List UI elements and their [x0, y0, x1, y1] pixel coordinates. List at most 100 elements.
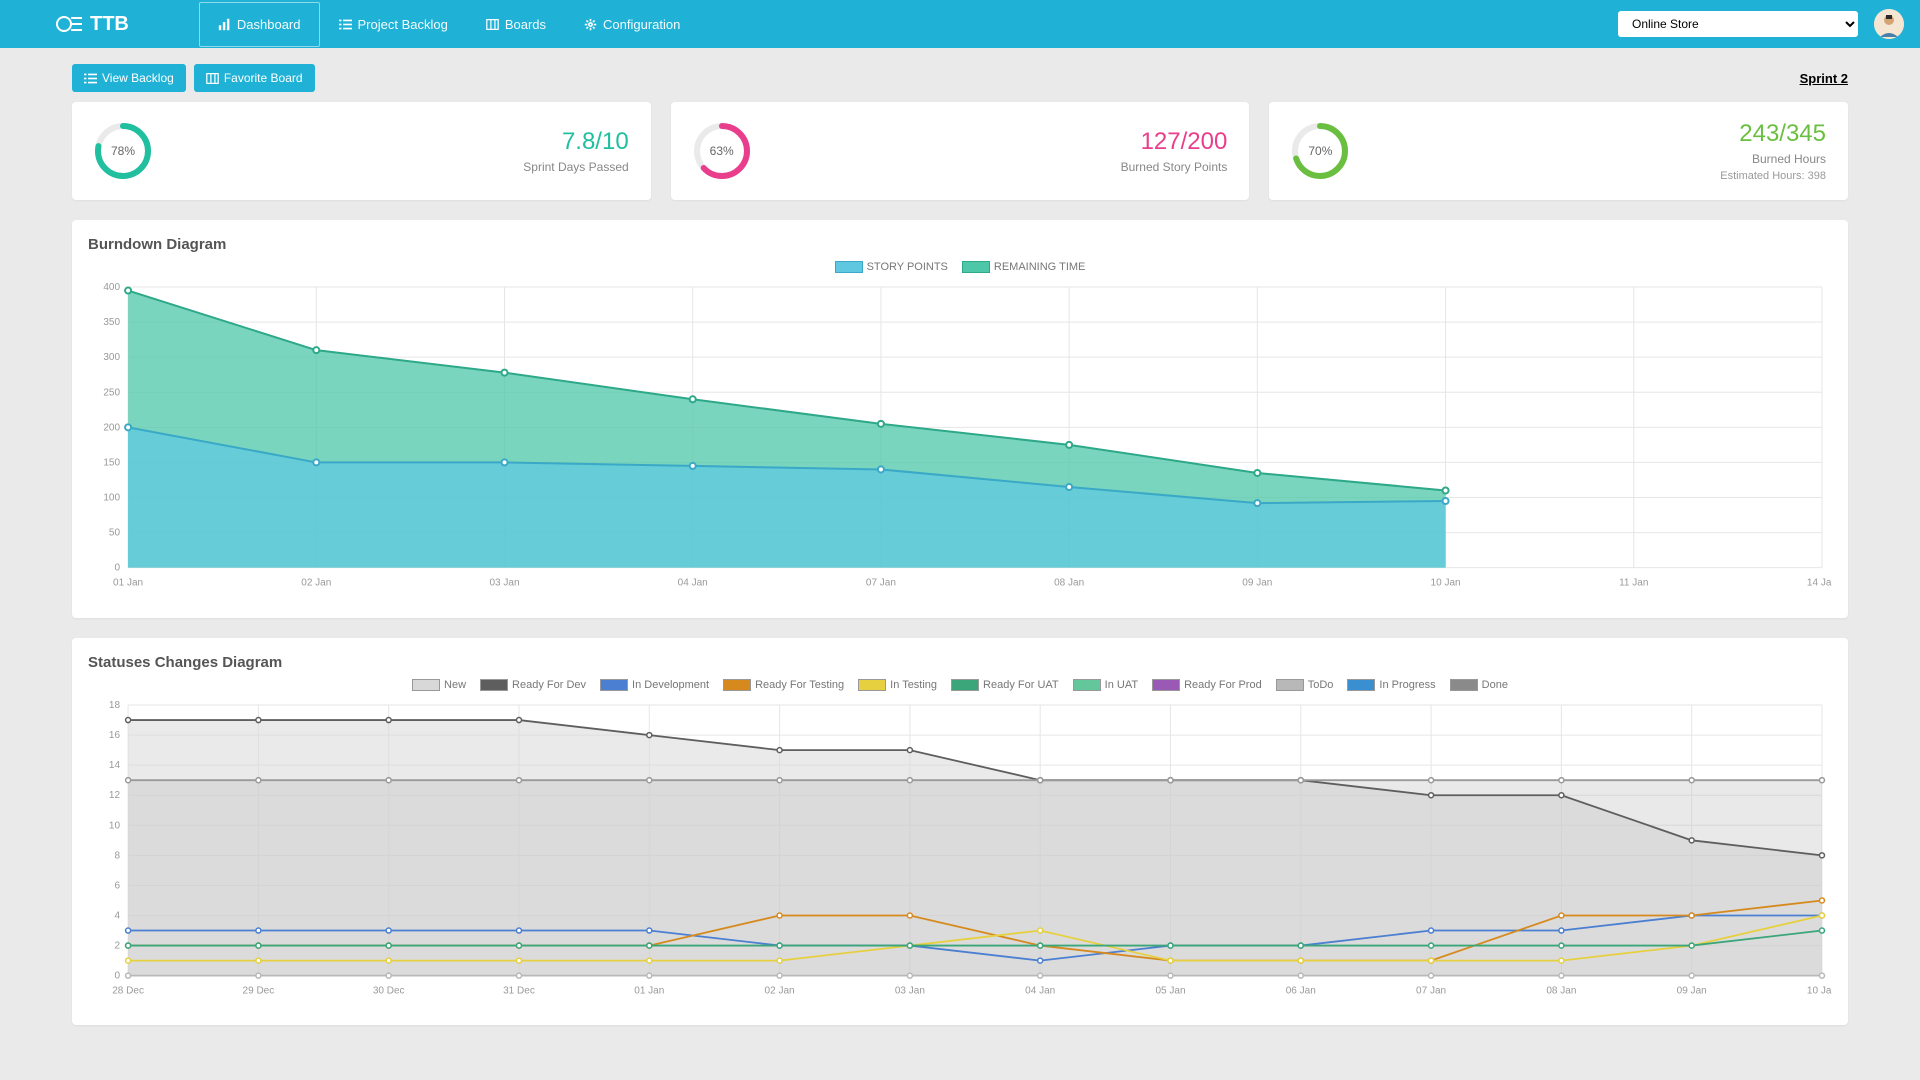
burndown-title: Burndown Diagram [88, 236, 1832, 253]
list-icon [84, 72, 97, 85]
view-backlog-label: View Backlog [102, 71, 174, 85]
stat-value-1: 7.8/10 [523, 128, 628, 156]
stat-card-hours: 70% 243/345 Burned Hours Estimated Hours… [1269, 102, 1848, 200]
donut-pct-3: 70% [1291, 122, 1349, 180]
boards-icon [206, 72, 219, 85]
nav-boards-label: Boards [505, 17, 546, 32]
stat-value-3: 243/345 [1720, 120, 1826, 148]
project-select[interactable]: Online Store [1618, 11, 1858, 37]
svg-text:02 Jan: 02 Jan [765, 985, 795, 996]
svg-text:28 Dec: 28 Dec [112, 985, 144, 996]
nav-boards[interactable]: Boards [467, 2, 565, 47]
svg-text:07 Jan: 07 Jan [1416, 985, 1446, 996]
legend-item[interactable]: In UAT [1073, 679, 1138, 691]
sprint-link[interactable]: Sprint 2 [1800, 71, 1848, 86]
svg-text:6: 6 [114, 880, 120, 891]
svg-text:01 Jan: 01 Jan [113, 578, 143, 589]
svg-text:350: 350 [103, 317, 120, 328]
donut-pct-2: 63% [693, 122, 751, 180]
stat-value-2: 127/200 [1121, 128, 1228, 156]
legend-item[interactable]: In Progress [1347, 679, 1435, 691]
donut-sprint-days: 78% [94, 122, 152, 180]
legend-item[interactable]: Ready For Testing [723, 679, 844, 691]
stats-row: 78% 7.8/10 Sprint Days Passed 63% 127/20… [0, 102, 1920, 220]
avatar-icon [1874, 9, 1904, 39]
svg-text:30 Dec: 30 Dec [373, 985, 405, 996]
svg-text:04 Jan: 04 Jan [678, 578, 708, 589]
svg-text:400: 400 [103, 282, 120, 293]
stat-label-2: Burned Story Points [1121, 160, 1228, 174]
favorite-board-button[interactable]: Favorite Board [194, 64, 315, 92]
svg-text:05 Jan: 05 Jan [1155, 985, 1185, 996]
view-backlog-button[interactable]: View Backlog [72, 64, 186, 92]
nav-config[interactable]: Configuration [565, 2, 699, 47]
donut-story-points: 63% [693, 122, 751, 180]
boards-icon [486, 18, 499, 31]
svg-text:31 Dec: 31 Dec [503, 985, 535, 996]
svg-text:4: 4 [114, 910, 120, 921]
topbar: TTB Dashboard Project Backlog Boards Con… [0, 0, 1920, 48]
legend-item[interactable]: In Development [600, 679, 709, 691]
legend-item[interactable]: New [412, 679, 466, 691]
svg-text:12: 12 [109, 790, 121, 801]
svg-text:300: 300 [103, 352, 120, 363]
nav-dashboard-label: Dashboard [237, 17, 301, 32]
user-avatar[interactable] [1874, 9, 1904, 39]
legend-item[interactable]: In Testing [858, 679, 937, 691]
favorite-board-label: Favorite Board [224, 71, 303, 85]
brand-icon [56, 13, 82, 35]
svg-text:10 Jan: 10 Jan [1431, 578, 1461, 589]
svg-text:10 Jan: 10 Jan [1807, 985, 1832, 996]
legend-item[interactable]: Ready For UAT [951, 679, 1059, 691]
burndown-panel: Burndown Diagram STORY POINTS REMAINING T… [72, 220, 1848, 618]
svg-text:01 Jan: 01 Jan [634, 985, 664, 996]
brand-text: TTB [90, 13, 129, 36]
statuses-panel: Statuses Changes Diagram New Ready For De… [72, 638, 1848, 1026]
brand-logo[interactable]: TTB [56, 13, 129, 36]
svg-text:18: 18 [109, 700, 121, 711]
svg-text:14: 14 [109, 760, 121, 771]
svg-text:8: 8 [114, 850, 120, 861]
svg-text:100: 100 [103, 493, 120, 504]
chart-icon [218, 18, 231, 31]
legend-item[interactable]: Done [1450, 679, 1508, 691]
nav-items: Dashboard Project Backlog Boards Configu… [199, 2, 699, 47]
legend-item[interactable]: STORY POINTS [835, 261, 948, 273]
svg-text:14 Jan: 14 Jan [1807, 578, 1832, 589]
svg-text:0: 0 [114, 970, 120, 981]
nav-backlog[interactable]: Project Backlog [320, 2, 467, 47]
svg-text:50: 50 [109, 528, 121, 539]
legend-item[interactable]: ToDo [1276, 679, 1334, 691]
donut-hours: 70% [1291, 122, 1349, 180]
svg-text:07 Jan: 07 Jan [866, 578, 896, 589]
statuses-chart: 02468101214161828 Dec29 Dec30 Dec31 Dec0… [88, 695, 1832, 1006]
legend-item[interactable]: REMAINING TIME [962, 261, 1085, 273]
svg-text:08 Jan: 08 Jan [1546, 985, 1576, 996]
svg-text:11 Jan: 11 Jan [1619, 578, 1648, 589]
legend-item[interactable]: Ready For Prod [1152, 679, 1262, 691]
svg-text:04 Jan: 04 Jan [1025, 985, 1055, 996]
svg-text:09 Jan: 09 Jan [1677, 985, 1707, 996]
nav-dashboard[interactable]: Dashboard [199, 2, 320, 47]
svg-text:250: 250 [103, 387, 120, 398]
svg-text:150: 150 [103, 457, 120, 468]
stat-card-sprint-days: 78% 7.8/10 Sprint Days Passed [72, 102, 651, 200]
legend-item[interactable]: Ready For Dev [480, 679, 586, 691]
action-row: View Backlog Favorite Board Sprint 2 [0, 48, 1920, 102]
statuses-title: Statuses Changes Diagram [88, 654, 1832, 671]
svg-text:200: 200 [103, 422, 120, 433]
svg-text:0: 0 [114, 563, 120, 574]
svg-text:29 Dec: 29 Dec [243, 985, 275, 996]
svg-text:16: 16 [109, 730, 121, 741]
donut-pct-1: 78% [94, 122, 152, 180]
svg-text:09 Jan: 09 Jan [1242, 578, 1272, 589]
stat-label-3: Burned Hours [1720, 152, 1826, 166]
nav-config-label: Configuration [603, 17, 680, 32]
list-icon [339, 18, 352, 31]
svg-text:10: 10 [109, 820, 121, 831]
svg-text:03 Jan: 03 Jan [895, 985, 925, 996]
burndown-legend: STORY POINTS REMAINING TIME [88, 261, 1832, 273]
statuses-legend: New Ready For Dev In Development Ready For … [88, 679, 1832, 691]
svg-text:06 Jan: 06 Jan [1286, 985, 1316, 996]
stat-card-story-points: 63% 127/200 Burned Story Points [671, 102, 1250, 200]
